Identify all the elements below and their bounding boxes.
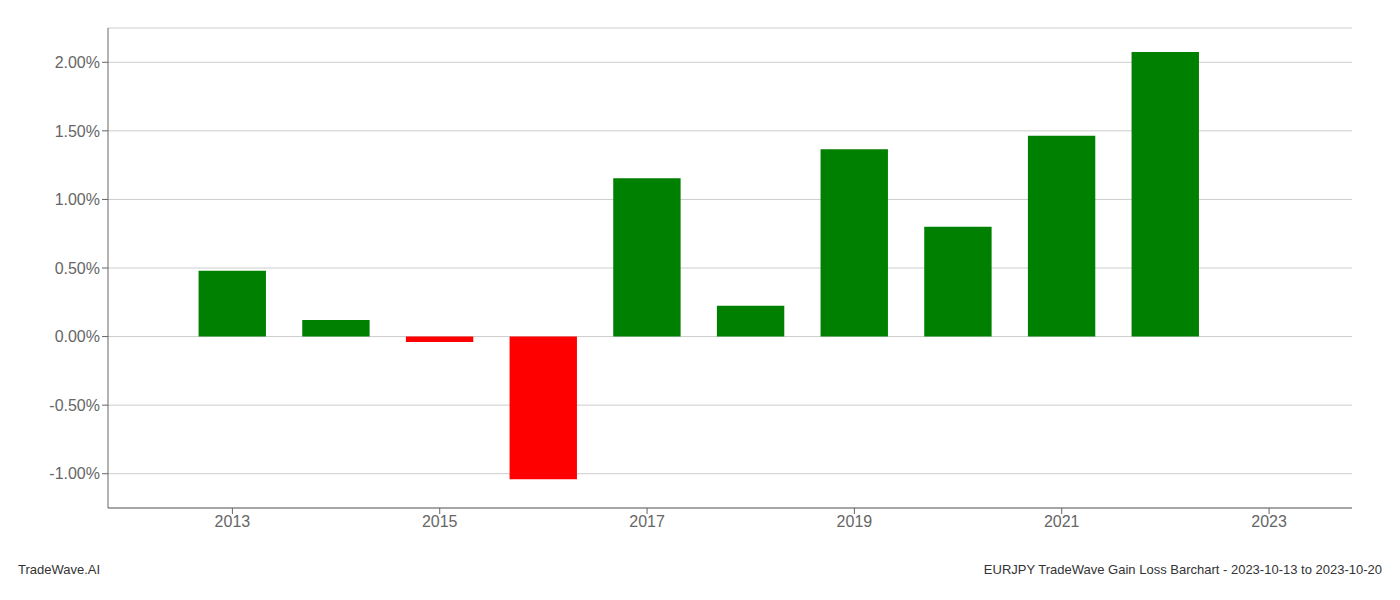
html-text:TradeWave.AI: TradeWave.AI xyxy=(18,562,101,577)
svg-text:-0.50%: -0.50% xyxy=(49,397,100,414)
svg-text:1.00%: 1.00% xyxy=(55,191,100,208)
svg-text:2017: 2017 xyxy=(629,513,665,530)
svg-text:0.00%: 0.00% xyxy=(55,328,100,345)
svg-text:2.00%: 2.00% xyxy=(55,54,100,71)
svg-text:2015: 2015 xyxy=(422,513,458,530)
svg-text:2013: 2013 xyxy=(215,513,251,530)
svg-text:2019: 2019 xyxy=(837,513,873,530)
svg-text:2023: 2023 xyxy=(1251,513,1287,530)
svg-text:0.50%: 0.50% xyxy=(55,260,100,277)
svg-text:-1.00%: -1.00% xyxy=(49,465,100,482)
html-text:EURJPY TradeWave Gain Loss Bar: EURJPY TradeWave Gain Loss Barchart - 20… xyxy=(983,562,1382,577)
svg-text:2021: 2021 xyxy=(1044,513,1080,530)
svg-text:1.50%: 1.50% xyxy=(55,123,100,140)
